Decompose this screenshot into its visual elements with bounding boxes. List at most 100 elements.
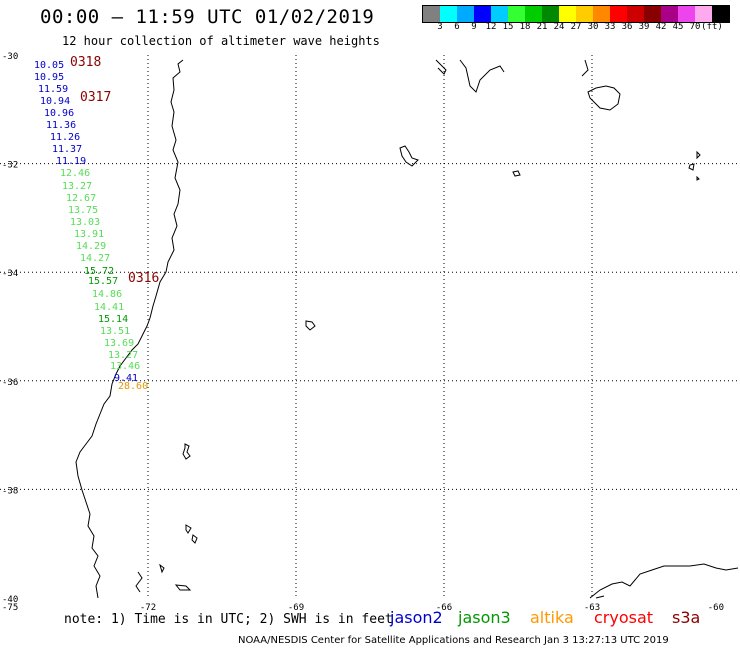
colorbar-swatch bbox=[423, 6, 440, 22]
colorbar-tick-label: 12 bbox=[485, 22, 497, 32]
lon-label: -69 bbox=[288, 603, 304, 610]
wave-height-label: 10.94 bbox=[40, 96, 70, 107]
colorbar-swatch bbox=[559, 6, 576, 22]
track-time-label: 0317 bbox=[80, 90, 111, 105]
colorbar-swatch bbox=[644, 6, 661, 22]
colorbar-tick-label: 21 bbox=[536, 22, 548, 32]
track-time-label: 0318 bbox=[70, 55, 101, 70]
wave-height-label: 11.36 bbox=[46, 120, 76, 131]
wave-height-colorbar bbox=[422, 5, 730, 23]
lat-label: -36 bbox=[2, 378, 18, 388]
wave-height-label: 15.72 bbox=[84, 266, 114, 277]
colorbar-swatch bbox=[525, 6, 542, 22]
colorbar-tick-label: 42 bbox=[655, 22, 667, 32]
colorbar-swatch bbox=[695, 6, 712, 22]
argentina-coast-top bbox=[435, 59, 447, 75]
footer-note: note: 1) Time is in UTC; 2) SWH is in fe… bbox=[64, 612, 393, 627]
wave-height-label: 12.67 bbox=[66, 193, 96, 204]
colorbar-swatch bbox=[440, 6, 457, 22]
track-time-label: 0316 bbox=[128, 271, 159, 286]
wave-height-label: 15.14 bbox=[98, 314, 128, 325]
colorbar-tick-label: 45 bbox=[672, 22, 684, 32]
legend-item-cryosat: cryosat bbox=[594, 608, 654, 627]
wave-height-label: 11.37 bbox=[52, 144, 82, 155]
wave-height-label: 14.27 bbox=[80, 253, 110, 264]
legend-item-jason2: jason2 bbox=[390, 608, 443, 627]
wave-height-label: 28.60 bbox=[118, 381, 148, 392]
wave-height-label: 14.41 bbox=[94, 302, 124, 313]
colorbar-swatch bbox=[542, 6, 559, 22]
track-time-labels: 0318 0317 0316 bbox=[70, 55, 159, 286]
chile-coastline bbox=[75, 59, 184, 599]
lon-label: -60 bbox=[708, 603, 724, 610]
island-small-5 bbox=[174, 584, 192, 591]
lat-label: -40 bbox=[2, 595, 18, 605]
island-robinson bbox=[399, 145, 419, 167]
wave-height-label: 14.86 bbox=[92, 289, 122, 300]
wave-height-points: 10.0510.9511.5910.9410.9611.3611.2611.37… bbox=[34, 60, 148, 392]
credit-line: NOAA/NESDIS Center for Satellite Applica… bbox=[238, 635, 669, 646]
lat-label: -38 bbox=[2, 486, 18, 496]
map-subtitle: 12 hour collection of altimeter wave hei… bbox=[62, 34, 380, 48]
wave-height-label: 10.95 bbox=[34, 72, 64, 83]
colorbar-swatch bbox=[474, 6, 491, 22]
wave-height-label: 13.69 bbox=[104, 338, 134, 349]
colorbar-tick-label: 36 bbox=[621, 22, 633, 32]
wave-height-label: 13.91 bbox=[74, 229, 104, 240]
lat-label: -32 bbox=[2, 161, 18, 171]
colorbar-tick-label: 27 bbox=[570, 22, 582, 32]
wave-height-label: 9.41 bbox=[114, 373, 138, 384]
island-small-2 bbox=[185, 524, 192, 534]
colorbar-tick-label: 6 bbox=[454, 22, 460, 32]
lon-label: -75 bbox=[2, 603, 18, 610]
colorbar-tick-label: 24 bbox=[553, 22, 565, 32]
wave-height-label: 15.57 bbox=[88, 276, 118, 287]
wave-height-label: 14.29 bbox=[76, 241, 106, 252]
colorbar-swatch bbox=[491, 6, 508, 22]
argentina-coast-southeast bbox=[589, 563, 739, 599]
colorbar-tick-label: 18 bbox=[519, 22, 531, 32]
wave-height-label: 13.51 bbox=[100, 326, 130, 337]
wave-height-label: 13.27 bbox=[62, 181, 92, 192]
wave-height-label: 12.46 bbox=[60, 168, 90, 179]
colorbar-tick-label: 30 bbox=[587, 22, 599, 32]
coastline bbox=[75, 59, 739, 599]
island-dot-3 bbox=[696, 150, 701, 160]
colorbar-swatch bbox=[712, 6, 729, 22]
map-title: 00:00 – 11:59 UTC 01/02/2019 bbox=[40, 6, 375, 28]
lake-mar-chiquita bbox=[587, 85, 621, 111]
wave-height-label: 11.19 bbox=[56, 156, 86, 167]
wave-height-label: 10.96 bbox=[44, 108, 74, 119]
colorbar-swatch bbox=[576, 6, 593, 22]
island-mocha bbox=[305, 320, 316, 331]
island-dot-1 bbox=[512, 170, 521, 177]
lat-label: -34 bbox=[2, 269, 18, 279]
wave-height-label: 13.46 bbox=[110, 361, 140, 372]
island-small-1 bbox=[182, 443, 191, 460]
wave-height-label: 13.03 bbox=[70, 217, 100, 228]
colorbar-swatch bbox=[610, 6, 627, 22]
lon-label: -66 bbox=[436, 603, 452, 610]
colorbar-tick-label: 70 bbox=[689, 22, 701, 32]
lon-label: -72 bbox=[140, 603, 156, 610]
colorbar-swatch bbox=[508, 6, 525, 22]
colorbar-tick-label: 33 bbox=[604, 22, 616, 32]
island-dot-4 bbox=[696, 175, 700, 181]
colorbar-swatch bbox=[678, 6, 695, 22]
legend-item-s3a: s3a bbox=[672, 608, 701, 627]
map-gridlines bbox=[0, 55, 740, 598]
legend-item-jason3: jason3 bbox=[458, 608, 511, 627]
island-dot-2 bbox=[688, 163, 695, 171]
colorbar-swatch bbox=[457, 6, 474, 22]
axis-labels: -30 -32 -34 -36 -38 -40-75 -72 -69 -66 -63 -60 bbox=[2, 52, 724, 610]
island-small-3 bbox=[191, 534, 198, 544]
legend-item-altika: altika bbox=[530, 608, 574, 627]
colorbar-swatch bbox=[627, 6, 644, 22]
colorbar-tick-label: 9 bbox=[471, 22, 477, 32]
argentina-coast-southeast-2 bbox=[595, 595, 605, 599]
island-small-4 bbox=[159, 563, 165, 574]
island-chiloe bbox=[135, 571, 143, 593]
lat-label: -30 bbox=[2, 52, 18, 62]
wave-height-label: 13.75 bbox=[68, 205, 98, 216]
colorbar-tick-label: 39 bbox=[638, 22, 650, 32]
